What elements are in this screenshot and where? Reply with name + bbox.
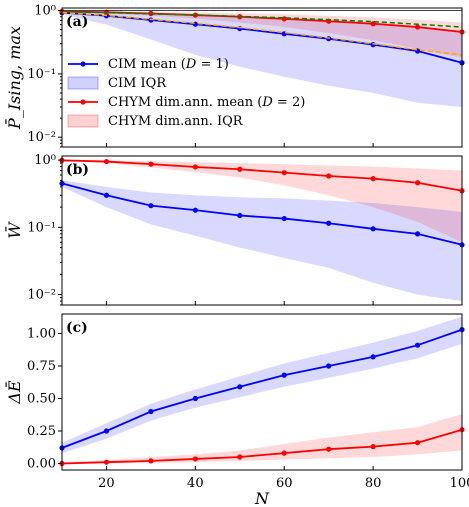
data-point <box>192 164 198 170</box>
legend-patch-swatch <box>67 114 99 128</box>
y-tick-label: 0.00 <box>27 457 56 472</box>
x-tick-label: 80 <box>365 476 382 491</box>
y-tick-label: 10⁻¹ <box>27 220 56 235</box>
legend-label: CHYM dim.ann. mean (D = 2) <box>108 95 305 110</box>
y-axis-label: W̄ <box>3 221 24 239</box>
data-point <box>237 212 243 219</box>
panel-2: 10⁰ 10⁻¹ 10⁻² (b) W̄ <box>3 153 465 306</box>
legend-label: CIM IQR <box>108 76 167 91</box>
data-point <box>192 21 198 27</box>
legend: CIM mean (D = 1) CIM IQR CHYM dim.ann. mea… <box>67 57 305 129</box>
legend-patch-swatch <box>67 76 99 90</box>
y-axis-label: ΔĒ <box>4 380 24 405</box>
y-tick-label: 0.25 <box>27 424 56 439</box>
data-point <box>192 395 198 402</box>
data-point <box>414 24 421 30</box>
data-point <box>370 176 376 182</box>
data-point <box>281 170 287 176</box>
legend-marker <box>80 99 86 105</box>
y-tick-label: 10⁻² <box>27 130 56 145</box>
data-point <box>103 192 110 198</box>
data-point <box>192 207 198 213</box>
data-point <box>414 342 421 348</box>
dashed-series-3 <box>61 10 463 28</box>
iqr-band-2 <box>62 160 462 243</box>
x-tick-label: 20 <box>98 476 115 491</box>
data-point <box>148 458 154 464</box>
series-line-1 <box>61 182 463 246</box>
data-point <box>281 31 287 37</box>
legend-marker <box>80 61 86 67</box>
data-point <box>414 440 421 446</box>
data-point <box>148 161 154 167</box>
series-line-2 <box>61 428 463 465</box>
data-point <box>148 408 154 415</box>
plot-frame <box>61 7 463 148</box>
data-point <box>103 158 110 165</box>
data-point <box>414 180 421 186</box>
panel-label: (b) <box>66 162 89 178</box>
y-axis-label: P̄_Ising, max <box>3 26 24 130</box>
data-point <box>237 384 243 390</box>
data-point <box>281 450 287 456</box>
legend-label: CIM mean (D = 1) <box>108 57 229 72</box>
iqr-band-1 <box>62 11 462 108</box>
iqr-band-1 <box>62 316 462 454</box>
data-point <box>326 363 332 369</box>
y-tick-label: 10⁻² <box>27 288 56 303</box>
dashed-series-4 <box>61 11 463 56</box>
x-tick-label: 60 <box>276 476 293 491</box>
data-point <box>237 166 243 172</box>
data-point <box>281 372 287 378</box>
panel-1: 10⁰ 10⁻¹ 10⁻² (a) P̄_Ising, max <box>3 4 465 148</box>
data-point <box>370 226 376 232</box>
data-point <box>237 454 243 460</box>
panel-label: (a) <box>66 14 88 30</box>
y-tick-label: 1.00 <box>27 327 56 342</box>
legend-label: CHYM dim.ann. IQR <box>108 114 244 129</box>
data-point <box>326 446 332 452</box>
panel-label: (c) <box>66 320 88 336</box>
data-point <box>326 173 332 179</box>
data-point <box>370 21 376 27</box>
y-tick-label: 10⁰ <box>34 153 56 168</box>
x-axis-label: N <box>254 489 270 507</box>
data-point <box>370 354 376 360</box>
y-tick-label: 0.50 <box>27 392 56 407</box>
data-point <box>326 220 332 226</box>
data-point <box>192 12 198 18</box>
y-tick-label: 0.75 <box>27 359 56 374</box>
series-line-2 <box>61 159 463 192</box>
data-point <box>148 203 154 209</box>
x-tick-label: 40 <box>187 476 204 491</box>
data-point <box>414 231 421 237</box>
iqr-band-2 <box>62 414 462 464</box>
y-tick-label: 10⁰ <box>34 4 56 19</box>
plot-frame <box>61 313 463 471</box>
series-line-1 <box>61 328 463 449</box>
data-point <box>281 16 287 22</box>
data-point <box>103 459 110 465</box>
data-point <box>103 428 110 434</box>
y-tick-label: 10⁻¹ <box>27 67 56 82</box>
data-point <box>281 215 287 222</box>
data-point <box>370 444 376 450</box>
panel-3: 0.00 0.25 0.50 0.75 1.00 (c) 20 40 60 80 100 N ΔĒ <box>4 313 469 507</box>
x-tick-label: 100 <box>450 476 469 491</box>
data-point <box>192 456 198 462</box>
iqr-band-1 <box>62 180 462 302</box>
